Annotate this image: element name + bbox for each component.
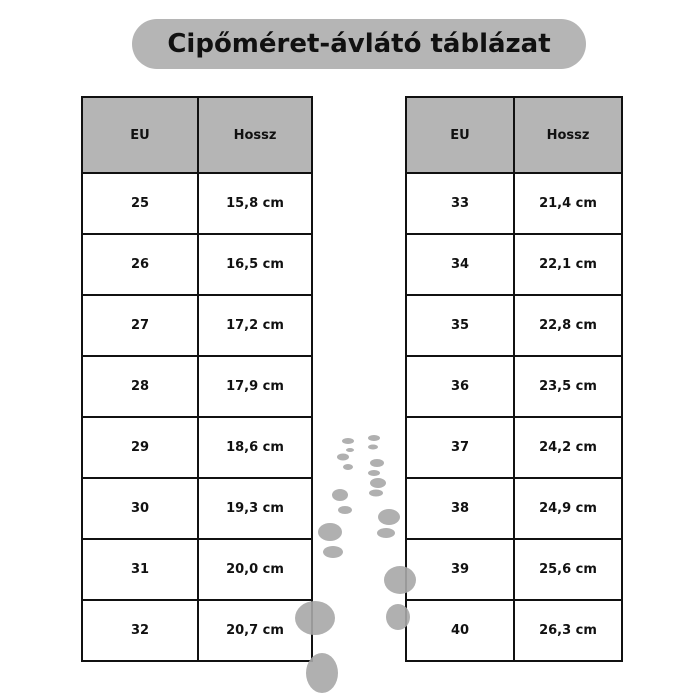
table-row: 29 18,6 cm	[81, 416, 313, 479]
length-cell: 23,5 cm	[513, 355, 623, 418]
table-row: 30 19,3 cm	[81, 477, 313, 540]
length-cell: 17,9 cm	[197, 355, 313, 418]
eu-size-cell: 31	[81, 538, 199, 601]
length-cell: 22,1 cm	[513, 233, 623, 296]
eu-size-cell: 29	[81, 416, 199, 479]
length-cell: 24,2 cm	[513, 416, 623, 479]
length-cell: 26,3 cm	[513, 599, 623, 662]
table-row: 32 20,7 cm	[81, 599, 313, 662]
header-eu: EU	[81, 96, 199, 174]
length-cell: 20,0 cm	[197, 538, 313, 601]
table-row: 25 15,8 cm	[81, 172, 313, 235]
eu-size-cell: 30	[81, 477, 199, 540]
table-row: 26 16,5 cm	[81, 233, 313, 296]
length-cell: 21,4 cm	[513, 172, 623, 235]
table-row: 31 20,0 cm	[81, 538, 313, 601]
size-table-left: EU Hossz 25 15,8 cm 26 16,5 cm 27 17,2 cm 28 17…	[81, 96, 313, 662]
eu-size-cell: 28	[81, 355, 199, 418]
table-row: 37 24,2 cm	[405, 416, 623, 479]
eu-size-cell: 26	[81, 233, 199, 296]
length-cell: 19,3 cm	[197, 477, 313, 540]
table-row: 33 21,4 cm	[405, 172, 623, 235]
length-cell: 20,7 cm	[197, 599, 313, 662]
table-row: 28 17,9 cm	[81, 355, 313, 418]
length-cell: 15,8 cm	[197, 172, 313, 235]
page-title: Cipőméret-ávlátó táblázat	[132, 19, 586, 69]
footprints-icon	[295, 435, 416, 693]
table-row: 40 26,3 cm	[405, 599, 623, 662]
eu-size-cell: 37	[405, 416, 515, 479]
table-row: 36 23,5 cm	[405, 355, 623, 418]
table-row: 27 17,2 cm	[81, 294, 313, 357]
table-row: 35 22,8 cm	[405, 294, 623, 357]
eu-size-cell: 25	[81, 172, 199, 235]
length-cell: 25,6 cm	[513, 538, 623, 601]
header-length: Hossz	[197, 96, 313, 174]
eu-size-cell: 38	[405, 477, 515, 540]
header-length: Hossz	[513, 96, 623, 174]
table-row: 38 24,9 cm	[405, 477, 623, 540]
eu-size-cell: 39	[405, 538, 515, 601]
length-cell: 17,2 cm	[197, 294, 313, 357]
length-cell: 18,6 cm	[197, 416, 313, 479]
eu-size-cell: 35	[405, 294, 515, 357]
eu-size-cell: 34	[405, 233, 515, 296]
length-cell: 16,5 cm	[197, 233, 313, 296]
length-cell: 24,9 cm	[513, 477, 623, 540]
table-row: 39 25,6 cm	[405, 538, 623, 601]
table-row: 34 22,1 cm	[405, 233, 623, 296]
eu-size-cell: 36	[405, 355, 515, 418]
eu-size-cell: 33	[405, 172, 515, 235]
length-cell: 22,8 cm	[513, 294, 623, 357]
eu-size-cell: 40	[405, 599, 515, 662]
header-eu: EU	[405, 96, 515, 174]
eu-size-cell: 32	[81, 599, 199, 662]
eu-size-cell: 27	[81, 294, 199, 357]
size-table-right: EU Hossz 33 21,4 cm 34 22,1 cm 35 22,8 cm 36 23…	[405, 96, 623, 662]
